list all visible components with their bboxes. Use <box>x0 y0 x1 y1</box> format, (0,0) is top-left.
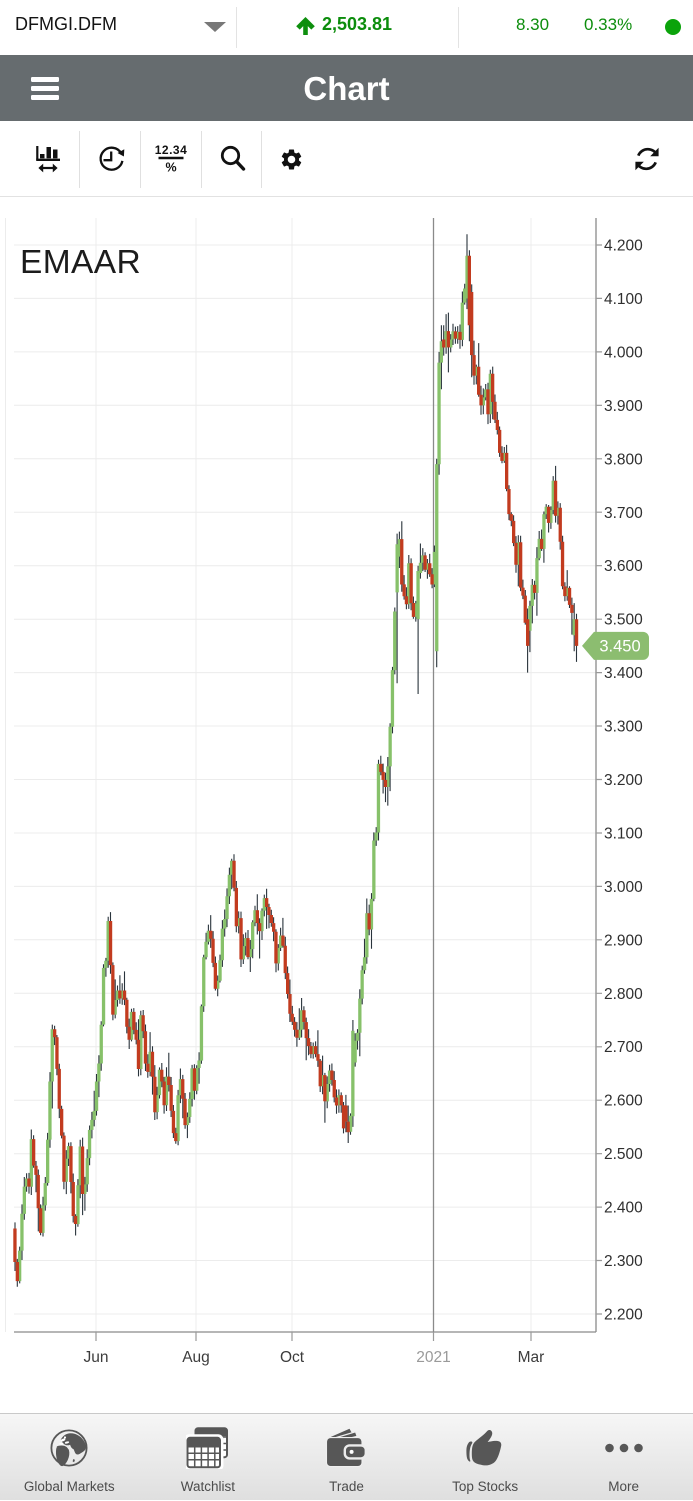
svg-text:2.200: 2.200 <box>604 1307 643 1324</box>
svg-text:3.200: 3.200 <box>604 772 643 789</box>
svg-text:3.600: 3.600 <box>604 558 643 575</box>
svg-text:3.500: 3.500 <box>604 612 643 629</box>
svg-text:4.200: 4.200 <box>604 238 643 255</box>
svg-text:4.100: 4.100 <box>604 291 643 308</box>
svg-text:3.800: 3.800 <box>604 451 643 468</box>
svg-text:2.500: 2.500 <box>604 1146 643 1163</box>
svg-text:%: % <box>165 161 176 175</box>
svg-text:4.000: 4.000 <box>604 344 643 361</box>
svg-text:3.000: 3.000 <box>604 879 643 896</box>
svg-text:2.700: 2.700 <box>604 1039 643 1056</box>
svg-text:3.400: 3.400 <box>604 665 643 682</box>
svg-text:2021: 2021 <box>416 1349 450 1366</box>
svg-text:3.700: 3.700 <box>604 505 643 522</box>
svg-text:Jun: Jun <box>84 1349 109 1366</box>
svg-text:EMAAR: EMAAR <box>20 244 141 281</box>
svg-text:3.900: 3.900 <box>604 398 643 415</box>
svg-text:3.450: 3.450 <box>599 637 640 655</box>
svg-text:2.900: 2.900 <box>604 932 643 949</box>
svg-text:3.100: 3.100 <box>604 826 643 843</box>
svg-text:3.300: 3.300 <box>604 719 643 736</box>
svg-text:Aug: Aug <box>182 1349 210 1366</box>
svg-text:2.600: 2.600 <box>604 1093 643 1110</box>
svg-text:2.800: 2.800 <box>604 986 643 1003</box>
svg-text:2.400: 2.400 <box>604 1200 643 1217</box>
svg-text:Oct: Oct <box>280 1349 305 1366</box>
svg-text:12.34: 12.34 <box>155 143 188 157</box>
svg-text:2.300: 2.300 <box>604 1253 643 1270</box>
svg-text:Mar: Mar <box>518 1349 545 1366</box>
